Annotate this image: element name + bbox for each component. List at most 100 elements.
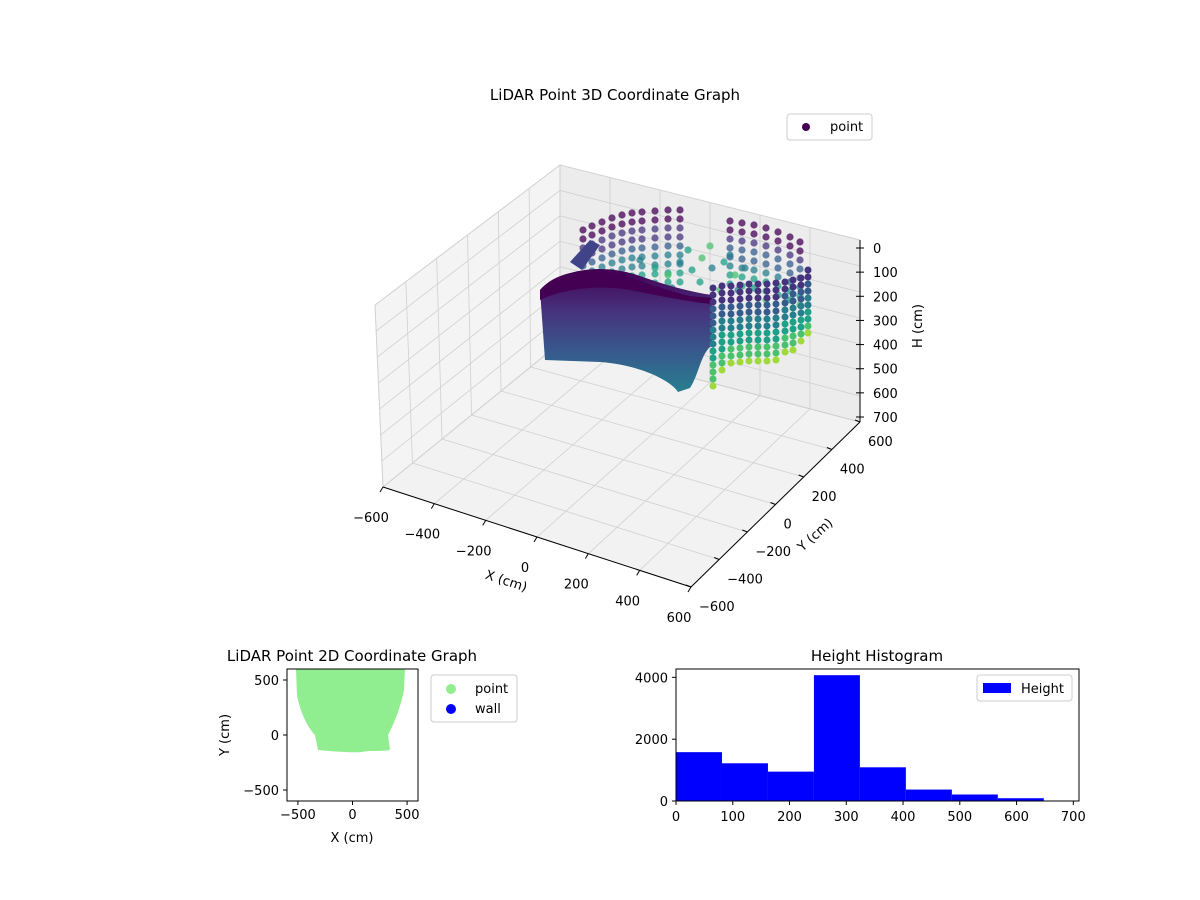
grid-line-z	[374, 164, 861, 306]
point	[745, 357, 753, 365]
point	[754, 329, 762, 337]
point	[750, 266, 758, 274]
point	[718, 296, 726, 304]
histogram-bars	[676, 675, 1044, 801]
point	[789, 276, 797, 284]
histogram-bar	[997, 798, 1044, 801]
point	[628, 209, 636, 217]
point	[762, 233, 770, 241]
legend-3d-marker	[802, 123, 810, 131]
histogram-ticks: 0 100 200 300 400 500 600 700 0 2000 4000	[635, 671, 1086, 825]
legend-2d: point wall	[430, 674, 518, 723]
point	[664, 271, 672, 279]
x-tick-label-3d: 600	[667, 611, 692, 626]
y-tick-label-3d: 200	[812, 490, 837, 505]
point	[781, 320, 789, 328]
point	[676, 269, 684, 277]
point	[636, 256, 644, 264]
point	[608, 250, 616, 258]
x-tick-label-2d: 0	[348, 808, 356, 823]
point	[786, 260, 794, 268]
x-tick-label-3d: 0	[521, 561, 529, 576]
point	[608, 214, 616, 222]
point	[638, 235, 646, 243]
point	[750, 239, 758, 247]
histogram-y-tick-label: 2000	[635, 733, 668, 748]
point	[628, 236, 636, 244]
point	[738, 228, 746, 236]
point	[579, 235, 587, 243]
point	[763, 301, 771, 309]
histogram-x-tick-label: 500	[947, 810, 972, 825]
point	[774, 237, 782, 245]
point	[726, 217, 734, 225]
point	[628, 263, 636, 271]
histogram-bar	[767, 771, 814, 801]
x-tick-3d	[379, 486, 384, 493]
histogram-bar	[951, 794, 998, 801]
point	[727, 359, 735, 367]
point	[781, 313, 789, 321]
grid-line-z	[375, 189, 861, 332]
point	[696, 278, 704, 286]
grid-line-y-wall	[467, 234, 472, 416]
point	[718, 303, 726, 311]
point	[718, 282, 726, 290]
point	[736, 351, 744, 359]
y-tick-label-3d: 400	[840, 463, 865, 478]
point	[718, 352, 726, 360]
point	[718, 310, 726, 318]
point	[618, 229, 626, 237]
point	[628, 254, 636, 262]
point	[789, 339, 797, 347]
histogram-title: Height Histogram	[811, 647, 943, 665]
point	[684, 246, 692, 254]
point	[588, 222, 596, 230]
y-tick-3d	[742, 529, 748, 533]
point	[598, 245, 606, 253]
point	[598, 218, 606, 226]
point	[727, 345, 735, 353]
point	[796, 238, 804, 246]
y-tick-label-3d: −200	[755, 545, 791, 560]
y-tick-label-3d: 0	[784, 518, 792, 533]
point	[709, 326, 717, 334]
point	[797, 337, 805, 345]
x-tick-label-2d: −500	[280, 808, 316, 823]
point	[763, 336, 771, 344]
point	[618, 238, 626, 246]
point	[762, 269, 770, 277]
point	[727, 282, 735, 290]
point	[804, 266, 812, 274]
point	[598, 254, 606, 262]
point	[786, 242, 794, 250]
histogram-bar	[859, 767, 906, 801]
point	[736, 337, 744, 345]
point	[608, 223, 616, 231]
point	[698, 254, 706, 262]
point	[709, 354, 717, 362]
interior-points	[636, 242, 749, 302]
legend-3d-label: point	[830, 120, 863, 135]
point	[727, 289, 735, 297]
point	[762, 242, 770, 250]
point	[797, 302, 805, 310]
y-tick-label-2d: −500	[243, 784, 279, 799]
point	[706, 242, 714, 250]
y-axis-2d-title: Y (cm)	[218, 714, 233, 757]
chart-2d-title: LiDAR Point 2D Coordinate Graph	[227, 647, 477, 665]
point	[598, 227, 606, 235]
histogram-x-tick-label: 700	[1061, 810, 1086, 825]
point	[804, 322, 812, 330]
point	[750, 275, 758, 283]
x-tick-label-3d: −200	[456, 544, 492, 559]
point-blob	[296, 669, 405, 753]
point	[763, 294, 771, 302]
point	[618, 256, 626, 264]
point	[763, 287, 771, 295]
y-axis-3d-title: Y (cm)	[794, 516, 836, 556]
point	[726, 244, 734, 252]
point	[781, 348, 789, 356]
point	[718, 289, 726, 297]
point	[797, 281, 805, 289]
